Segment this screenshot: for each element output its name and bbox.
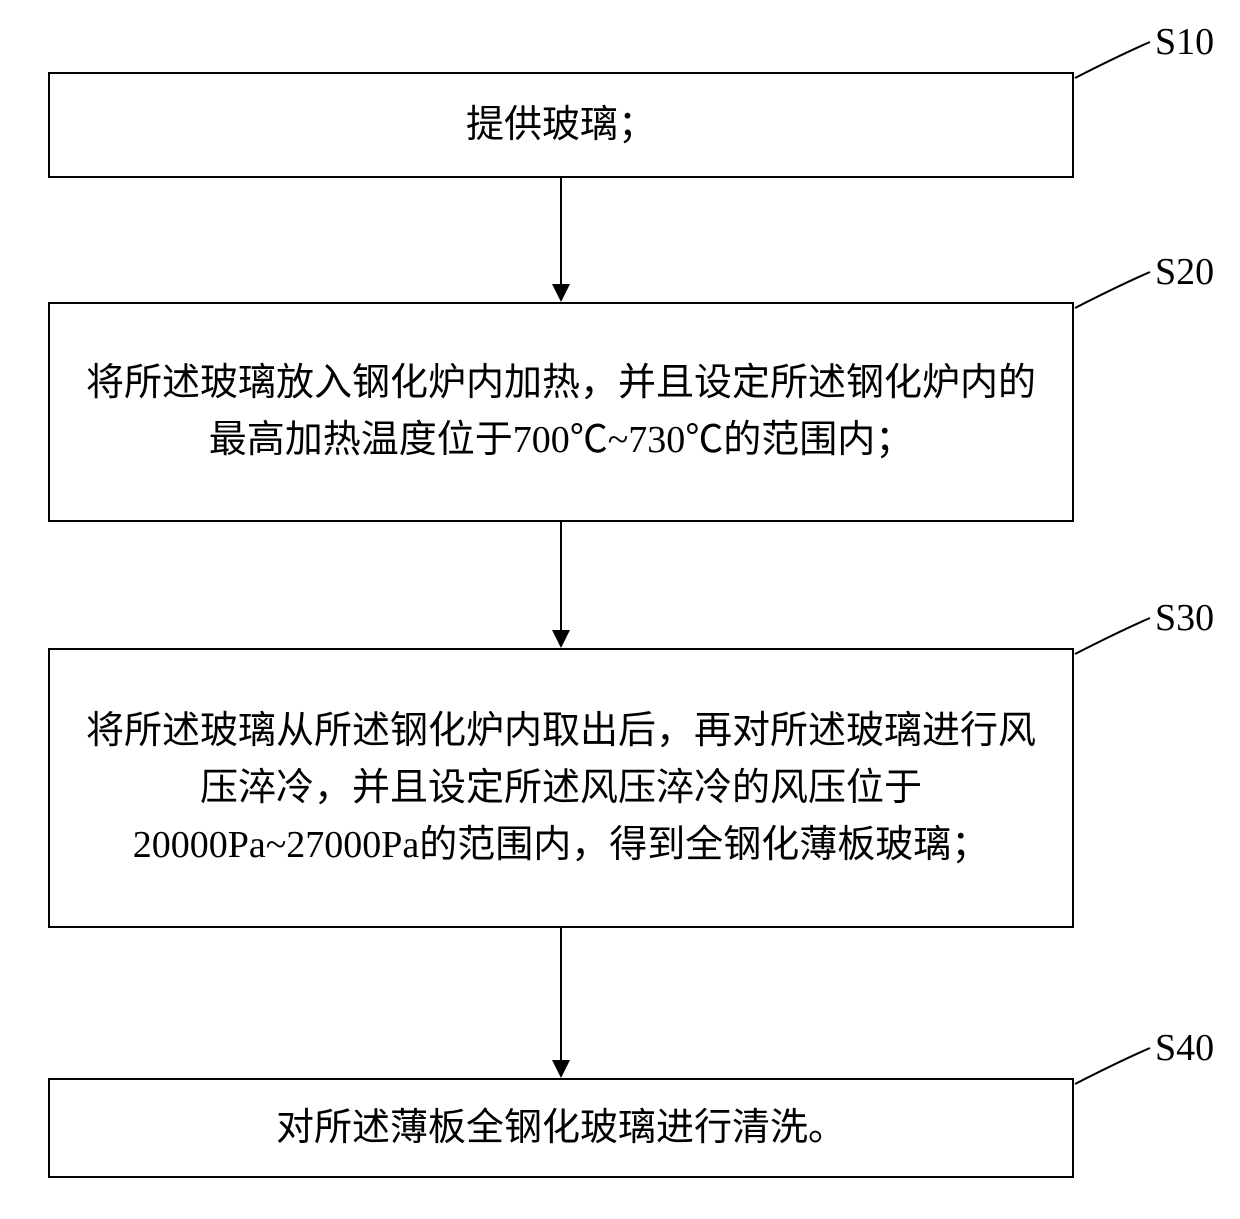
arrow-s20-s30 xyxy=(560,522,562,646)
step-box-s20: 将所述玻璃放入钢化炉内加热，并且设定所述钢化炉内的最高加热温度位于700℃~73… xyxy=(48,302,1074,522)
label-curve-s40 xyxy=(0,0,1240,1219)
step-text-s20: 将所述玻璃放入钢化炉内加热，并且设定所述钢化炉内的最高加热温度位于700℃~73… xyxy=(80,355,1042,469)
label-curve-s20 xyxy=(0,0,1240,1219)
label-curve-s10 xyxy=(0,0,1240,1219)
step-label-s10: S10 xyxy=(1155,20,1214,64)
step-label-s30: S30 xyxy=(1155,596,1214,640)
step-box-s10: 提供玻璃； xyxy=(48,72,1074,178)
step-text-s10: 提供玻璃； xyxy=(466,97,656,154)
step-text-s40: 对所述薄板全钢化玻璃进行清洗。 xyxy=(276,1100,846,1157)
step-text-s30: 将所述玻璃从所述钢化炉内取出后，再对所述玻璃进行风压淬冷，并且设定所述风压淬冷的… xyxy=(80,703,1042,874)
arrow-s10-s20 xyxy=(560,178,562,300)
label-curve-s30 xyxy=(0,0,1240,1219)
arrow-s30-s40 xyxy=(560,928,562,1076)
step-box-s30: 将所述玻璃从所述钢化炉内取出后，再对所述玻璃进行风压淬冷，并且设定所述风压淬冷的… xyxy=(48,648,1074,928)
flowchart-container: 提供玻璃； S10 将所述玻璃放入钢化炉内加热，并且设定所述钢化炉内的最高加热温… xyxy=(0,0,1240,1219)
step-label-s20: S20 xyxy=(1155,250,1214,294)
step-label-s40: S40 xyxy=(1155,1026,1214,1070)
step-box-s40: 对所述薄板全钢化玻璃进行清洗。 xyxy=(48,1078,1074,1178)
